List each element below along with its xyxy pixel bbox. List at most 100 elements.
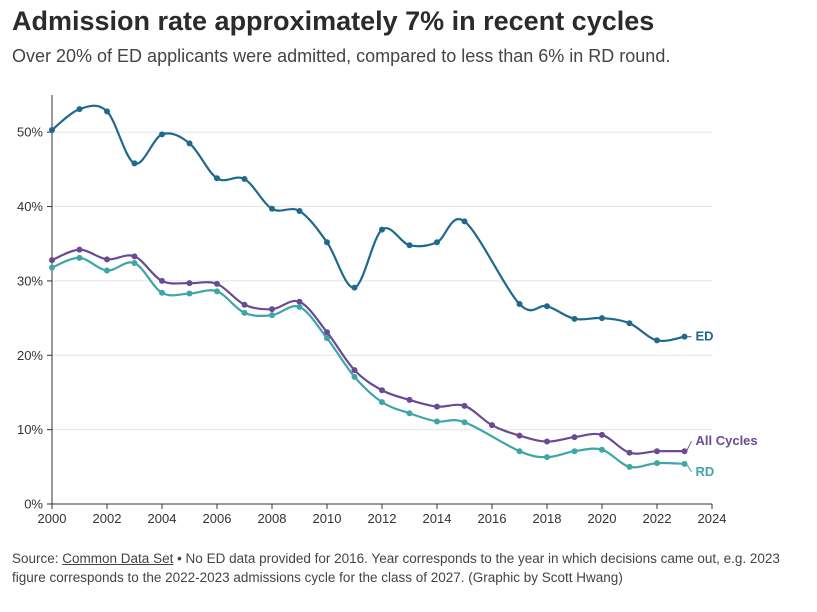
source-text: • No ED data provided for 2016. Year cor… [12,551,780,585]
x-tick-label: 2012 [368,511,397,526]
data-point [351,373,358,380]
data-point [626,463,633,470]
series-label-leader [686,463,692,473]
data-point [626,449,633,456]
data-point [269,306,275,313]
data-point [186,140,193,147]
data-point [516,432,523,439]
source-link[interactable]: Common Data Set [62,551,174,566]
data-point [131,253,138,260]
data-point [434,239,440,246]
data-point [461,402,468,409]
x-tick-label: 2024 [698,511,727,526]
data-point [324,239,330,246]
data-point [654,448,660,455]
data-point [214,280,220,287]
y-tick-label: 20% [17,348,43,363]
data-point [241,176,248,183]
data-point [131,260,138,267]
y-tick-label: 50% [17,125,43,140]
data-point [49,257,55,264]
data-point [186,280,193,287]
data-point [241,309,248,316]
chart-subtitle: Over 20% of ED applicants were admitted,… [12,46,671,66]
y-tick-label: 10% [17,422,43,437]
data-point [571,315,578,322]
data-point [599,446,605,453]
data-point [461,419,468,426]
data-point [159,131,165,138]
data-point [571,448,578,455]
data-point [186,290,193,297]
data-point [241,301,248,308]
x-tick-label: 2002 [93,511,122,526]
data-point [379,226,385,233]
x-tick-label: 2016 [478,511,507,526]
series-label-leader [686,440,692,452]
data-point [681,448,688,455]
x-tick-label: 2008 [258,511,287,526]
data-point [76,106,83,113]
x-tick-label: 2004 [148,511,177,526]
y-tick-label: 0% [24,497,43,512]
data-point [516,448,523,455]
data-point [104,108,110,115]
data-point [626,320,633,327]
data-point [351,284,358,291]
x-tick-label: 2022 [643,511,672,526]
data-point [406,410,413,417]
source-prefix: Source: [12,551,63,566]
data-point [296,208,303,215]
data-point [324,335,330,342]
data-point [214,175,220,182]
series-label: ED [696,329,714,344]
data-point [324,329,330,336]
data-point [269,205,275,212]
data-point [296,303,303,310]
data-point [104,267,110,274]
data-point [351,367,358,374]
data-point [516,300,523,307]
y-tick-label: 30% [17,273,43,288]
series-label: All Cycles [696,433,758,448]
data-point [599,431,605,438]
x-tick-label: 2006 [203,511,232,526]
x-tick-label: 2014 [423,511,452,526]
data-point [681,333,688,340]
chart-title: Admission rate approximately 7% in recen… [12,6,655,36]
data-point [434,418,440,425]
data-point [461,218,468,225]
data-point [489,422,495,429]
data-point [544,454,550,461]
data-point [599,315,605,322]
source-note: Source: Common Data Set • No ED data pro… [12,549,807,587]
data-point [654,337,660,344]
x-tick-label: 2010 [313,511,342,526]
series-label: RD [696,464,715,479]
series-line [50,256,686,469]
data-point [131,160,138,167]
x-tick-label: 2020 [588,511,617,526]
data-point [296,298,303,305]
data-point [544,303,550,310]
data-point [159,277,165,284]
data-point [406,396,413,403]
data-point [214,288,220,295]
data-point [406,242,413,249]
y-tick-label: 40% [17,199,43,214]
data-point [49,264,55,271]
data-point [269,312,275,319]
data-point [379,387,385,394]
data-point [76,246,83,253]
data-point [76,254,83,261]
data-point [571,434,578,441]
series-line [50,248,686,455]
data-point [434,403,440,410]
data-point [654,460,660,467]
data-point [544,438,550,445]
data-point [49,126,55,133]
data-point [379,399,385,406]
x-tick-label: 2000 [38,511,67,526]
series-line [50,104,686,343]
